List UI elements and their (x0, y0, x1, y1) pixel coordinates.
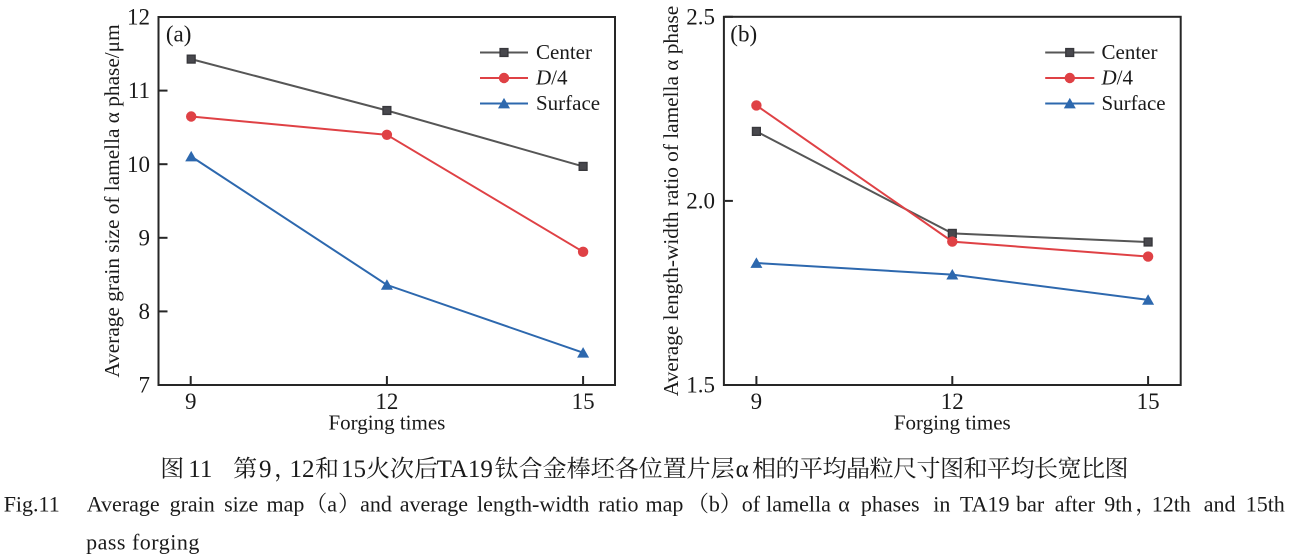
svg-text:length-width: length-width (477, 491, 589, 516)
svg-text:Fig.11: Fig.11 (4, 491, 60, 516)
svg-text:D/4: D/4 (1101, 65, 1134, 89)
svg-text:9: 9 (185, 389, 197, 414)
svg-text:in: in (933, 491, 950, 516)
svg-text:Average grain size of lamella: Average grain size of lamella α phase/μm (100, 24, 124, 378)
svg-text:a: a (327, 491, 337, 516)
svg-text:α: α (736, 456, 749, 483)
svg-text:Average: Average (87, 491, 160, 516)
svg-text:Center: Center (1102, 40, 1158, 64)
svg-text:b: b (709, 491, 720, 516)
svg-text:12: 12 (290, 456, 315, 483)
svg-text:12: 12 (941, 389, 964, 414)
svg-text:9: 9 (139, 225, 151, 250)
svg-text:and: and (360, 491, 392, 516)
svg-text:(b): (b) (730, 21, 757, 46)
svg-text:TA19: TA19 (960, 491, 1010, 516)
svg-text:average: average (400, 491, 468, 516)
svg-text:15: 15 (572, 389, 595, 414)
svg-text:12: 12 (127, 5, 150, 30)
svg-text:of: of (742, 491, 761, 516)
svg-text:9th: 9th (1104, 491, 1132, 516)
svg-text:Forging times: Forging times (328, 411, 445, 435)
svg-text:pass forging: pass forging (86, 529, 200, 554)
svg-text:Surface: Surface (1102, 91, 1166, 115)
svg-text:D/4: D/4 (535, 65, 568, 89)
svg-text:10: 10 (127, 152, 150, 177)
svg-text:TA19: TA19 (437, 456, 493, 483)
svg-text:8: 8 (139, 299, 151, 324)
svg-text:after: after (1055, 491, 1096, 516)
svg-text:9: 9 (751, 389, 763, 414)
svg-text:lamella: lamella (766, 491, 831, 516)
svg-text:2.0: 2.0 (686, 189, 715, 214)
svg-text:Forging times: Forging times (894, 411, 1011, 435)
svg-text:11: 11 (128, 78, 150, 103)
svg-text:map: map (267, 491, 305, 516)
svg-text:Average length-width ratio of: Average length-width ratio of lamella α … (659, 6, 683, 396)
svg-text:and: and (1204, 491, 1236, 516)
svg-text:7: 7 (139, 373, 151, 398)
svg-text:15: 15 (1137, 389, 1160, 414)
svg-text:Center: Center (536, 40, 592, 64)
svg-text:Surface: Surface (536, 91, 600, 115)
svg-text:9: 9 (259, 456, 272, 483)
svg-text:phases: phases (861, 491, 920, 516)
svg-text:2.5: 2.5 (686, 4, 715, 29)
svg-text:(a): (a) (166, 21, 192, 46)
svg-text:12: 12 (375, 389, 398, 414)
svg-text:size: size (224, 491, 258, 516)
svg-text:15: 15 (341, 456, 366, 483)
svg-text:grain: grain (170, 491, 215, 516)
svg-text:α: α (838, 491, 850, 516)
svg-text:ratio: ratio (598, 491, 638, 516)
svg-text:12th: 12th (1152, 491, 1191, 516)
svg-text:11: 11 (188, 456, 212, 483)
svg-text:map: map (646, 491, 684, 516)
svg-text:1.5: 1.5 (686, 373, 715, 398)
svg-text:bar: bar (1016, 491, 1045, 516)
svg-text:15th: 15th (1246, 491, 1285, 516)
